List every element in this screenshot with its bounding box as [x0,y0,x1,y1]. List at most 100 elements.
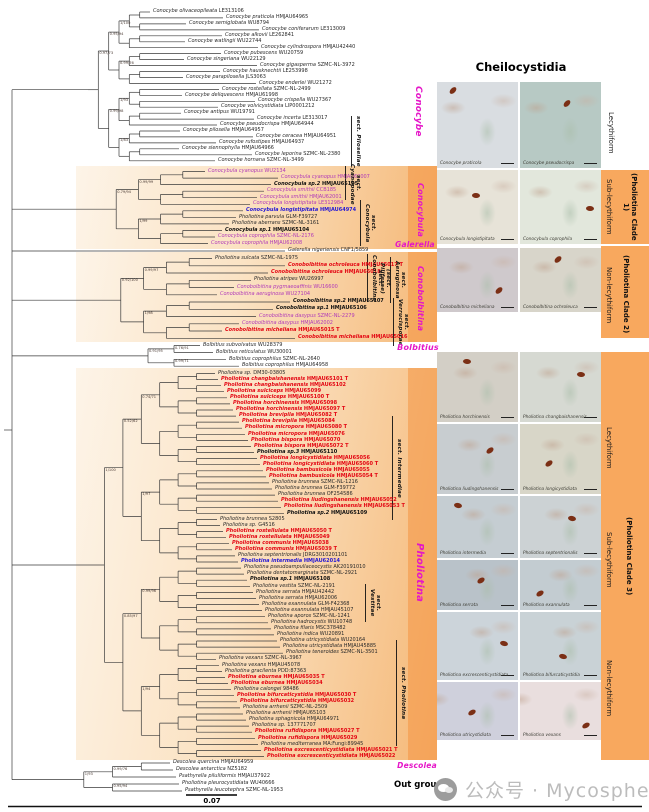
taxon-voucher: WU16600 [311,283,338,290]
taxon-voucher: SZMC-NL-2499 [271,85,311,92]
taxon-name: Pholiotina indica [277,631,319,638]
taxon-label: Pholiotina exannulata HMJAU45107 [265,607,353,613]
taxon-label: Conocybe singeriana WU22129 [187,56,266,62]
support-value: 0.99/76 [120,61,134,66]
taxon-name: Pholiotina eburnea [228,673,282,680]
taxon-name: Conocybe watlingii [188,37,236,44]
taxon-name: Galerella nigeriensis [288,247,340,254]
taxon-name: Conobolbitina ochroleuca [288,261,360,268]
taxon-name: Pholiotina septentrionalis [238,552,302,559]
taxon-voucher: HMJAU64957 [229,127,264,134]
taxon-voucher: LE313106 [217,8,244,15]
taxon-name: Pholiotina arrhenii [243,704,289,711]
support-value: 1/98 [144,311,153,316]
form-label: Lecythiform [607,112,615,154]
taxon-voucher: WU2134 [262,167,286,174]
taxon-voucher: HMJAU65050 T [288,527,332,534]
taxon-name: Conocybe cylindrospora [261,43,322,50]
micro-scalebar [584,307,597,308]
taxon-label: Pholiotina bifurcaticystidia HMJAU65030 … [237,692,356,698]
taxon-label: Pholiotina rufidispora HMJAU65027 T [255,729,359,734]
taxon-name: Pholiotina aberrans [232,220,281,227]
micrograph: Pholiotina longicystidiata [520,424,601,494]
micrograph-caption: Conocybula longistipitata [440,237,495,242]
taxon-voucher: HMJAU62014 [302,558,341,565]
taxon-label: Bolbitius reticulatus WU30001 [216,348,292,355]
taxon-name: Descolea antarctica [176,766,226,773]
taxon-label: Pholiotina sulciceps HMJAU65100 T [230,395,329,400]
taxon-label: Pholiotina intermedia HMJAU62014 [241,559,340,564]
section-label: sect. Verrucisporae [397,298,409,346]
taxon-label: Conocybe siennophylla HMJAU64966 [182,146,274,151]
taxon-label: Pholiotina brevipila HMJAU65082 T [239,413,337,418]
taxon-voucher: HMJAU65053 T [361,503,405,510]
taxon-label: Conocybe deliquescens HMJAU61998 [185,91,279,98]
taxon-voucher: HMJAU65029 [319,734,358,741]
taxon-name: Conobolbitina dasypus [242,319,299,326]
taxon-label: Pholiotina communis HMJAU65039 T [235,547,337,552]
taxon-name: Pholiotina bispora [254,442,306,449]
taxon-voucher: S2805 [267,515,285,522]
taxon-voucher: SZMC-NL-1953 [244,787,284,794]
taxon-voucher: SZMC-NL-2509 [288,704,328,711]
spore-blob [562,98,572,109]
taxon-voucher: SZMC-NL-3967 [263,655,302,662]
taxon-voucher: HMJAU65110 [299,448,338,455]
micro-scalebar [501,163,514,164]
taxon-name: Bolbitius reticulatus [216,348,266,355]
section-label: sect. Vestitae [369,589,381,617]
taxon-label: Conocybula smithii HMJAU62001 [260,194,342,200]
taxon-voucher: LE313017 [300,115,328,122]
micro-scalebar [501,417,514,418]
spore-blob [476,576,486,585]
taxon-name: Pholiotina horchinensis [236,406,303,413]
taxon-voucher: WU10748 [326,618,353,625]
taxon-name: Descolea quercina [173,759,220,766]
taxon-voucher: PDD:87363 [276,667,307,674]
taxon-label: Conocybe praticola HMJAU64965 [226,15,308,20]
taxon-voucher: HMJAU45078 [266,661,301,668]
support-value: 0.74/71 [142,394,157,399]
form-label: Non-lecythiform [605,266,613,324]
taxon-label: Pholiotina dentatomarginata SZMC-NL-2921 [247,571,357,576]
support-value: 1/93 [84,771,93,776]
taxon-voucher: NZ5182 [225,766,248,773]
taxon-label: Pholiotina horchinensis HMJAU65098 [233,401,337,406]
taxon-name: Pholiotina gracilenta [225,667,277,674]
taxon-voucher: HMJAU65052 [358,497,397,504]
taxon-name: Conocybe ceracea [256,133,303,140]
micrograph-caption: Pholiotina horchinensis [440,415,490,420]
micrograph-caption: Pholiotina bifurcaticystidia [523,673,580,678]
taxon-voucher: HMJAU65054 T [334,473,378,480]
taxon-voucher: MA:Fungi:89945 [321,740,364,747]
taxon-voucher: HMJAU61998 [243,91,279,98]
taxon-voucher: HMJAU65035 T [281,673,325,680]
taxon-name: Pholiotina utricystidiata [280,637,340,644]
taxon-label: Pholiotina indica WU20891 [277,632,344,637]
taxon-name: Pholiotina filaris [274,625,314,632]
support-value: 0.99/97 [144,267,159,272]
taxon-label: Conocybe ceracea HMJAU64951 [256,134,336,139]
taxon-voucher: WU19791 [228,109,255,116]
taxon-name: Pholiotina brunnea [272,479,320,486]
micrograph: Pholiotina horchinensis [437,352,518,422]
micrograph: Pholiotina septentrionalis [520,496,601,558]
taxon-voucher: SZMC-NL-3501 [338,649,378,656]
taxon-name: Conocybula longistipitata [253,200,317,207]
taxon-label: Pholiotina excrescenticystidiata HMJAU65… [264,747,398,753]
taxon-voucher: HMJAU65098 [299,400,338,407]
taxon-voucher: HMJAU65017 T [359,261,403,268]
taxon-name: Pholiotina liudingshanensis [281,497,359,504]
spore-blob [567,515,577,522]
spore-blob [471,192,481,199]
micrograph: Pholiotina liudingshanensis [437,424,518,494]
taxon-name: Pholiotina vexans [219,655,264,662]
taxon-name: Pholiotina rostellulata [226,527,289,534]
taxon-label: Pholiotina aberrans SZMC-NL-3161 [232,221,319,226]
taxon-name: Pholiotina hadrocystis [271,618,327,625]
taxon-name: Bolbitius coprophilus [229,355,282,362]
taxon-name: Pholiotina atripes [254,276,298,283]
taxon-label: Pholiotina arrhenii SZMC-NL-2509 [243,705,327,710]
taxon-label: Pholiotina vexans SZMC-NL-3967 [219,656,302,661]
